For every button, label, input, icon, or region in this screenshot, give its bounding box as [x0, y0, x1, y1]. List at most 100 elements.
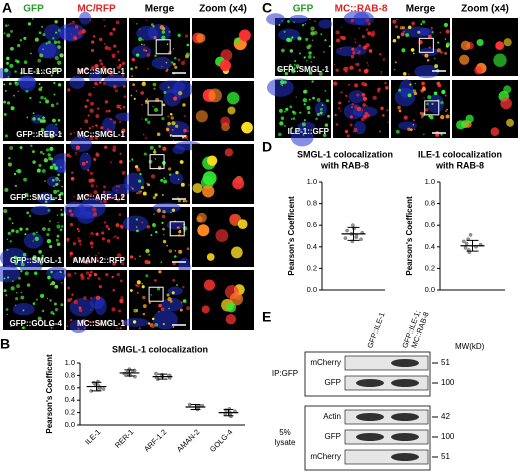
- puncta: [69, 22, 72, 25]
- puncta: [79, 243, 82, 246]
- nucleus: [397, 121, 417, 130]
- puncta: [44, 200, 48, 203]
- micrograph: [66, 136, 135, 204]
- puncta: [55, 31, 58, 34]
- puncta: [112, 288, 116, 292]
- micrograph: [122, 270, 190, 330]
- puncta: [338, 101, 342, 105]
- puncta: [177, 58, 181, 62]
- puncta: [152, 25, 155, 28]
- puncta: [91, 66, 95, 70]
- puncta: [428, 46, 431, 49]
- puncta: [166, 43, 169, 45]
- y-tick-label: 0.8: [65, 370, 75, 379]
- puncta: [356, 93, 360, 97]
- puncta: [154, 54, 157, 57]
- puncta: [161, 193, 164, 197]
- puncta: [130, 255, 134, 259]
- puncta: [66, 237, 70, 241]
- puncta: [395, 129, 400, 134]
- puncta: [57, 119, 61, 122]
- puncta: [112, 262, 116, 266]
- puncta: [14, 261, 18, 265]
- puncta: [113, 196, 116, 199]
- puncta: [66, 325, 69, 328]
- puncta: [47, 153, 51, 157]
- nucleus: [136, 25, 159, 41]
- puncta: [411, 21, 415, 26]
- puncta: [3, 277, 6, 280]
- puncta: [348, 100, 351, 103]
- puncta: [17, 43, 21, 48]
- y-tick-label: 0.8: [307, 199, 317, 208]
- puncta: [132, 83, 136, 87]
- puncta: [51, 178, 55, 182]
- micrograph: [452, 18, 518, 76]
- puncta: [241, 121, 253, 134]
- puncta: [407, 25, 412, 30]
- puncta: [324, 39, 327, 42]
- puncta: [348, 83, 350, 86]
- puncta: [117, 185, 120, 188]
- puncta: [167, 297, 172, 302]
- puncta: [136, 167, 141, 172]
- puncta: [225, 313, 237, 325]
- x-tick-label: ILE-1: [83, 427, 102, 446]
- puncta: [307, 111, 311, 115]
- puncta: [104, 45, 109, 50]
- image-bg: [192, 144, 254, 204]
- panel-letter: D: [262, 139, 272, 155]
- nucleus: [19, 75, 36, 92]
- puncta: [350, 54, 355, 59]
- puncta: [139, 190, 142, 193]
- puncta: [298, 128, 301, 131]
- puncta: [94, 256, 99, 261]
- puncta: [109, 161, 112, 164]
- mw-label: 42: [441, 412, 450, 421]
- puncta: [98, 81, 102, 84]
- puncta: [90, 184, 95, 188]
- puncta: [350, 19, 354, 23]
- puncta: [56, 234, 60, 238]
- puncta: [179, 308, 183, 312]
- puncta: [84, 119, 89, 124]
- puncta: [16, 169, 22, 174]
- error-bar: [157, 373, 168, 380]
- puncta: [96, 107, 100, 110]
- puncta: [94, 135, 99, 140]
- micrograph: [129, 80, 193, 141]
- error-bar: [466, 239, 479, 252]
- puncta: [172, 48, 175, 50]
- puncta: [408, 73, 410, 76]
- puncta: [158, 303, 162, 308]
- puncta: [394, 25, 398, 29]
- zoom-box: [424, 100, 440, 116]
- data-point: [354, 234, 359, 238]
- puncta: [116, 198, 120, 202]
- nucleus: [88, 71, 102, 85]
- puncta: [168, 249, 173, 253]
- puncta: [3, 100, 7, 104]
- puncta: [22, 252, 27, 257]
- puncta: [123, 95, 127, 99]
- puncta: [445, 114, 450, 119]
- puncta: [134, 165, 139, 169]
- puncta: [74, 36, 78, 40]
- puncta: [353, 127, 358, 133]
- puncta: [105, 224, 109, 229]
- puncta: [163, 177, 166, 179]
- data-point: [343, 236, 348, 240]
- puncta: [168, 30, 171, 33]
- zoom-box: [155, 39, 171, 55]
- blot-band: [391, 413, 419, 421]
- puncta: [357, 51, 361, 55]
- puncta: [215, 229, 229, 242]
- puncta: [278, 24, 281, 27]
- puncta: [171, 121, 176, 126]
- puncta: [226, 91, 240, 105]
- puncta: [67, 88, 71, 92]
- puncta: [138, 327, 141, 330]
- puncta: [306, 60, 308, 62]
- puncta: [9, 63, 14, 68]
- puncta: [303, 103, 306, 106]
